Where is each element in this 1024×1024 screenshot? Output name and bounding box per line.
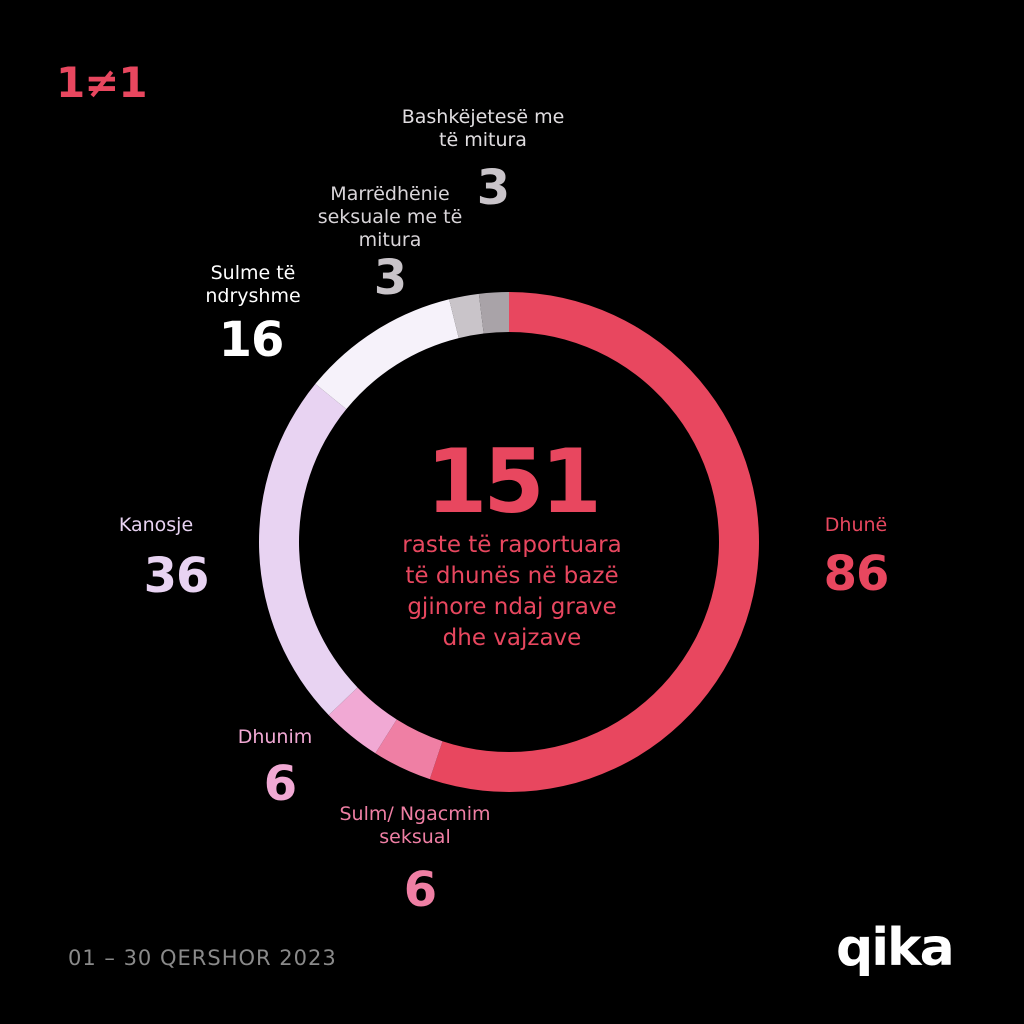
value-kanosje: 36 — [143, 548, 210, 604]
value-sulm: 6 — [403, 862, 437, 918]
total-caption: raste të raportuara të dhunës në bazë gj… — [402, 532, 622, 651]
label-marredhenie: Marrëdhënie seksuale me të mitura — [317, 183, 463, 251]
qika-logo: qika — [836, 918, 955, 978]
donut-slice-5 — [449, 293, 484, 339]
label-kanosje: Kanosje — [118, 514, 194, 536]
value-sulme: 16 — [218, 312, 285, 368]
value-bashkejetese: 3 — [476, 160, 510, 216]
label-bashkejetese: Bashkëjetesë me të mitura — [401, 106, 565, 151]
donut-slice-1 — [375, 719, 443, 780]
label-sulme: Sulme të ndryshme — [205, 262, 301, 307]
label-sulm: Sulm/ Ngacmim seksual — [339, 803, 491, 848]
label-dhune: Dhunë — [824, 514, 888, 536]
value-dhunim: 6 — [263, 756, 297, 812]
value-dhune: 86 — [823, 546, 890, 602]
donut-slice-2 — [328, 687, 397, 754]
total-count: 151 — [426, 430, 602, 533]
brand-mark: 1≠1 — [56, 58, 148, 107]
donut-slice-3 — [259, 383, 358, 716]
value-marredhenie: 3 — [373, 250, 407, 306]
date-range: 01 – 30 QERSHOR 2023 — [68, 946, 337, 970]
donut-slice-6 — [478, 292, 509, 334]
label-dhunim: Dhunim — [237, 726, 313, 748]
donut-slice-4 — [315, 299, 459, 410]
